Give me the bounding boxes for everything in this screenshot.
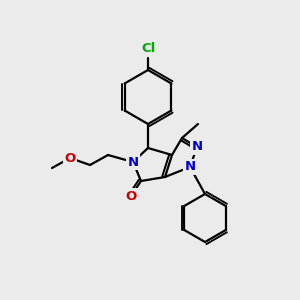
Text: O: O <box>64 152 76 164</box>
Text: Cl: Cl <box>141 41 155 55</box>
Text: N: N <box>184 160 196 173</box>
Text: N: N <box>128 155 139 169</box>
Text: N: N <box>191 140 203 154</box>
Text: O: O <box>125 190 136 202</box>
